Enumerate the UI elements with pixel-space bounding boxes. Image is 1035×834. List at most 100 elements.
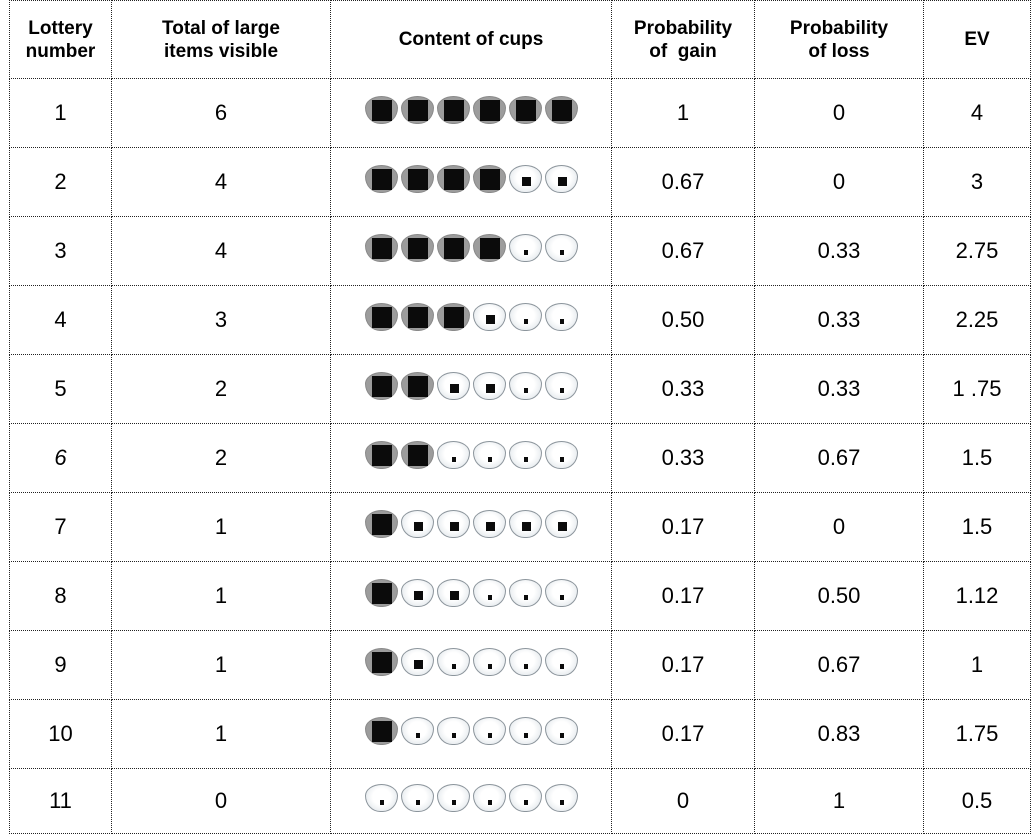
cup-tiny-item-icon (472, 441, 506, 469)
header-line: Probability (789, 17, 889, 39)
cup-tiny-item-icon (544, 717, 578, 745)
cup-small-item-icon (400, 579, 434, 607)
cups-image (364, 717, 578, 745)
cup-tiny-item-icon (472, 579, 506, 607)
cups-image (364, 648, 578, 676)
cup-large-item-icon (436, 165, 470, 193)
cup-small-item-icon (400, 648, 434, 676)
large-items-cell: 2 (111, 354, 331, 424)
table-row: 11 0 0 1 0.5 (9, 768, 1031, 834)
cup-large-item-icon (364, 717, 398, 745)
header-ev: EV (923, 0, 1031, 79)
cup-small-item-icon (472, 510, 506, 538)
cup-large-item-icon (364, 234, 398, 262)
cup-tiny-item-icon (544, 372, 578, 400)
probability-loss-cell: 0.67 (754, 423, 924, 493)
cup-tiny-item-icon (544, 648, 578, 676)
probability-loss-cell: 0.33 (754, 216, 924, 286)
lottery-number-cell: 5 (9, 354, 112, 424)
cup-large-item-icon (472, 96, 506, 124)
probability-loss-cell: 0.33 (754, 285, 924, 355)
cup-tiny-item-icon (472, 717, 506, 745)
probability-gain-cell: 0.33 (611, 354, 755, 424)
header-line: items visible (163, 40, 279, 62)
probability-loss-cell: 0.67 (754, 630, 924, 700)
cup-large-item-icon (472, 165, 506, 193)
table-row: 9 1 0.17 0.67 1 (9, 630, 1031, 700)
large-items-cell: 4 (111, 147, 331, 217)
cup-tiny-item-icon (436, 784, 470, 812)
table-row: 5 2 0.33 0.33 1 .75 (9, 354, 1031, 424)
table-row: 4 3 0.50 0.33 2.25 (9, 285, 1031, 355)
ev-cell: 1.5 (923, 423, 1031, 493)
cups-cell (330, 630, 612, 700)
cup-small-item-icon (436, 510, 470, 538)
table-row: 3 4 0.67 0.33 2.75 (9, 216, 1031, 286)
large-items-cell: 0 (111, 768, 331, 834)
cup-large-item-icon (436, 96, 470, 124)
table-row: 2 4 0.67 0 3 (9, 147, 1031, 217)
ev-cell: 3 (923, 147, 1031, 217)
cups-image (364, 96, 578, 124)
probability-gain-cell: 0.67 (611, 147, 755, 217)
header-line: Probability (633, 17, 733, 39)
header-line: Lottery (28, 17, 93, 39)
ev-cell: 4 (923, 78, 1031, 148)
probability-gain-cell: 1 (611, 78, 755, 148)
cup-large-item-icon (364, 648, 398, 676)
probability-gain-cell: 0.17 (611, 699, 755, 769)
cups-cell (330, 216, 612, 286)
cups-cell (330, 699, 612, 769)
cup-tiny-item-icon (472, 784, 506, 812)
header-line: of loss (808, 40, 870, 62)
cup-tiny-item-icon (508, 441, 542, 469)
header-line: Content of cups (398, 29, 544, 50)
cup-tiny-item-icon (400, 717, 434, 745)
probability-loss-cell: 0 (754, 78, 924, 148)
lottery-number-cell: 4 (9, 285, 112, 355)
cup-tiny-item-icon (400, 784, 434, 812)
cups-image (364, 303, 578, 331)
cup-small-item-icon (400, 510, 434, 538)
large-items-cell: 1 (111, 561, 331, 631)
cup-large-item-icon (508, 96, 542, 124)
cup-large-item-icon (364, 303, 398, 331)
probability-loss-cell: 0 (754, 147, 924, 217)
cup-tiny-item-icon (436, 441, 470, 469)
probability-loss-cell: 0.50 (754, 561, 924, 631)
large-items-cell: 3 (111, 285, 331, 355)
header-content-of-cups: Content of cups (330, 0, 612, 79)
cup-large-item-icon (364, 96, 398, 124)
cups-image (364, 441, 578, 469)
cups-image (364, 784, 578, 812)
cup-large-item-icon (436, 234, 470, 262)
header-row: Lottery number Total of large items visi… (9, 0, 1031, 79)
lottery-number-cell: 8 (9, 561, 112, 631)
header-total-large-items: Total of large items visible (111, 0, 331, 79)
cups-cell (330, 78, 612, 148)
large-items-cell: 1 (111, 492, 331, 562)
cups-cell (330, 285, 612, 355)
lottery-number-cell: 6 (9, 423, 112, 493)
cup-tiny-item-icon (544, 441, 578, 469)
cup-tiny-item-icon (508, 717, 542, 745)
cup-tiny-item-icon (364, 784, 398, 812)
cup-large-item-icon (364, 510, 398, 538)
large-items-cell: 1 (111, 699, 331, 769)
header-lottery-number: Lottery number (9, 0, 112, 79)
large-items-cell: 2 (111, 423, 331, 493)
probability-loss-cell: 0.83 (754, 699, 924, 769)
large-items-cell: 6 (111, 78, 331, 148)
header-probability-gain: Probability of gain (611, 0, 755, 79)
cup-tiny-item-icon (544, 579, 578, 607)
cup-large-item-icon (400, 303, 434, 331)
cup-large-item-icon (364, 579, 398, 607)
lottery-number-cell: 3 (9, 216, 112, 286)
lottery-number-cell: 1 (9, 78, 112, 148)
probability-loss-cell: 0 (754, 492, 924, 562)
cup-large-item-icon (400, 96, 434, 124)
cups-cell (330, 492, 612, 562)
cups-cell (330, 561, 612, 631)
cup-small-item-icon (508, 510, 542, 538)
